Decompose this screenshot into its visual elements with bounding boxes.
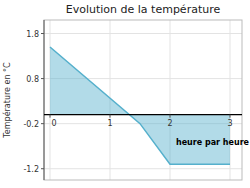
x-tick-label: 0 [51, 119, 56, 128]
x-tick [170, 115, 171, 118]
y-tick [41, 168, 44, 169]
y-axis-line [44, 20, 45, 180]
chart-container: -1.2 -0.2 0.8 1.8 0 1 2 3 heure par heure Evoluti… [0, 0, 250, 188]
grid [44, 20, 242, 180]
x-tick-label: 1 [107, 119, 112, 128]
y-tick-label: 1.8 [26, 30, 39, 39]
y-tick-label: -1.2 [23, 165, 39, 174]
x-tick [50, 115, 51, 118]
grid-line-y [44, 33, 242, 34]
grid-line-y [44, 168, 242, 169]
x-tick [230, 115, 231, 118]
x-axis-line [44, 114, 242, 115]
y-tick [41, 123, 44, 124]
x-tick [110, 115, 111, 118]
chart-svg: -1.2 -0.2 0.8 1.8 0 1 2 3 heure par heure Evoluti… [0, 0, 250, 188]
y-tick-label: 0.8 [26, 75, 39, 84]
y-tick [41, 78, 44, 79]
title: Evolution de la température [66, 3, 221, 16]
y-tick [41, 33, 44, 34]
plot-frame [44, 20, 242, 180]
x-tick-label: 2 [167, 119, 172, 128]
y-tick-label: -0.2 [23, 120, 39, 129]
annotation: heure par heure [176, 138, 250, 147]
y-axis-label: Température en °C [2, 62, 12, 139]
x-tick-label: 3 [227, 119, 232, 128]
